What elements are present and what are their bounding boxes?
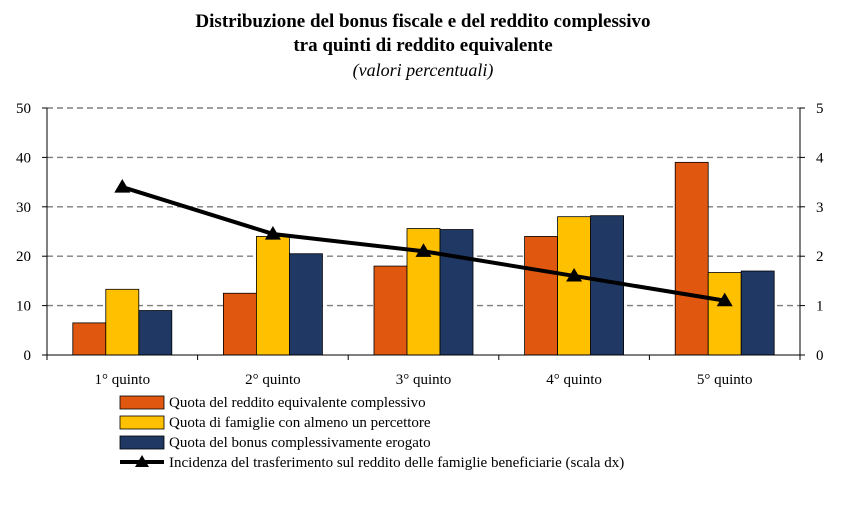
bar-1-4 — [524, 236, 558, 356]
bar-3-2 — [288, 253, 323, 356]
bar-3-3 — [439, 229, 474, 356]
left-axis-ticks: 0 10 20 30 40 50 — [16, 101, 31, 364]
right-tick-label: 3 — [816, 200, 824, 216]
bar-3-5 — [740, 270, 775, 356]
category-label: 3° quinto — [396, 372, 452, 388]
left-tick-label: 50 — [16, 101, 31, 117]
bar-2-1 — [105, 288, 140, 356]
chart-title: Distribuzione del bonus fiscale e del re… — [195, 11, 650, 32]
bar-1-1 — [72, 322, 107, 356]
legend-swatch — [119, 395, 165, 410]
line-point-5 — [716, 292, 733, 307]
bar-marks — [72, 161, 775, 356]
right-tick-label: 1 — [816, 299, 824, 315]
axes — [42, 107, 805, 360]
legend: Quota del reddito equivalente complessiv… — [119, 395, 624, 471]
category-label: 4° quinto — [546, 372, 602, 388]
bar-2-4 — [557, 216, 591, 356]
line-point-1 — [114, 179, 131, 193]
line-point-3 — [415, 243, 432, 257]
category-label: 1° quinto — [95, 372, 151, 388]
left-tick-label: 20 — [16, 249, 31, 265]
legend-marker — [135, 455, 149, 467]
legend-swatch — [119, 415, 165, 430]
right-axis-ticks: 0 1 2 3 4 5 — [816, 101, 824, 364]
legend-label: Quota di famiglie con almeno un percetto… — [169, 415, 431, 431]
right-tick-label: 2 — [816, 249, 824, 265]
line-series — [114, 179, 733, 307]
left-tick-label: 30 — [16, 200, 31, 216]
bar-1-2 — [222, 292, 257, 356]
chart-subtitle: (valori percentuali) — [353, 60, 494, 81]
left-tick-label: 0 — [24, 348, 32, 364]
left-tick-label: 40 — [16, 150, 31, 166]
gridlines — [47, 107, 800, 307]
legend-label: Quota del reddito equivalente complessiv… — [169, 395, 426, 411]
bar-2-5 — [707, 272, 742, 356]
category-label: 5° quinto — [697, 372, 753, 388]
right-tick-label: 4 — [816, 150, 824, 166]
chart-title-line2: tra quinti di reddito equivalente — [293, 35, 552, 56]
bar-3-4 — [590, 215, 624, 356]
bar-3-1 — [138, 310, 173, 356]
left-tick-label: 10 — [16, 299, 31, 315]
right-tick-label: 0 — [816, 348, 824, 364]
bar-2-2 — [255, 236, 290, 356]
category-label: 2° quinto — [245, 372, 301, 388]
bar-1-5 — [674, 161, 709, 356]
line-point-2 — [264, 225, 281, 240]
legend-label: Incidenza del trasferimento sul reddito … — [169, 455, 624, 471]
legend-swatch — [119, 435, 165, 450]
right-tick-label: 5 — [816, 101, 824, 117]
legend-label: Quota del bonus complessivamente erogato — [169, 435, 431, 451]
line-point-4 — [566, 267, 583, 282]
bar-1-3 — [373, 265, 408, 356]
category-labels: 1° quinto 2° quinto 3° quinto 4° quinto 5° q… — [95, 372, 753, 388]
